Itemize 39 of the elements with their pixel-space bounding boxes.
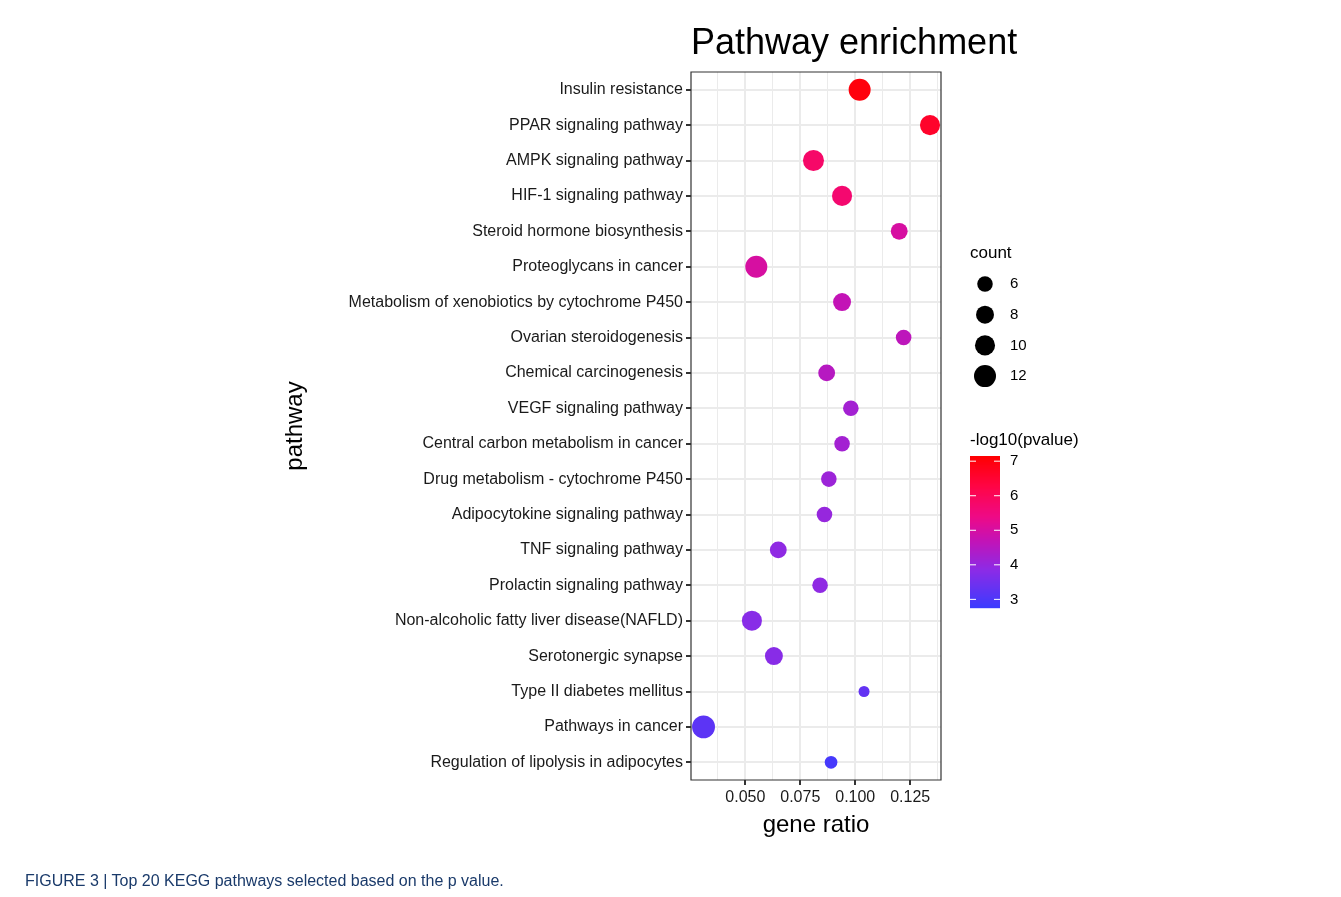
y-tick-label: Prolactin signaling pathway — [489, 575, 683, 593]
y-tick-label: Metabolism of xenobiotics by cytochrome P450 — [348, 292, 684, 310]
legend-label: 8 — [1010, 304, 1019, 322]
color-bar-label: 5 — [1010, 520, 1019, 538]
y-tick-label: Central carbon metabolism in cancer — [422, 434, 684, 452]
y-tick-label: Serotonergic synapse — [528, 646, 684, 664]
x-axis-title: gene ratio — [762, 810, 870, 837]
legend-label: 6 — [1010, 274, 1019, 292]
x-tick-label: 0.100 — [835, 788, 876, 806]
y-tick-label: PPAR signaling pathway — [508, 115, 683, 133]
y-tick-label: Non-alcoholic fatty liver disease(NAFLD) — [394, 611, 683, 629]
y-tick-label: Insulin resistance — [559, 80, 684, 98]
x-tick-label: 0.050 — [725, 788, 766, 806]
color-bar-label: 4 — [1010, 554, 1019, 572]
y-tick-label: Pathways in cancer — [544, 717, 684, 735]
color-bar-label: 6 — [1010, 485, 1019, 503]
y-tick-label: Steroid hormone biosynthesis — [472, 221, 683, 239]
x-tick-label: 0.075 — [780, 788, 821, 806]
y-tick-label: AMPK signaling pathway — [506, 150, 683, 168]
color-bar-label: 7 — [1010, 451, 1019, 469]
y-tick-label: TNF signaling pathway — [520, 540, 683, 558]
y-tick-label: Type II diabetes mellitus — [511, 681, 683, 699]
color-bar-label: 3 — [1010, 589, 1019, 607]
y-tick-label: VEGF signaling pathway — [507, 398, 683, 416]
caption: FIGURE 3 | Top 20 KEGG pathways selected based on the p value. — [25, 872, 504, 890]
legend-title: count — [970, 243, 1012, 262]
y-tick-label: Ovarian steroidogenesis — [510, 327, 683, 345]
y-tick-label: Chemical carcinogenesis — [505, 363, 683, 381]
chart-title: Pathway enrichment — [691, 21, 1018, 62]
legend-label: 10 — [1010, 335, 1027, 353]
legend-label: 12 — [1010, 366, 1027, 384]
y-tick-label: Proteoglycans in cancer — [512, 257, 684, 275]
color-bar-title: -log10(pvalue) — [970, 430, 1079, 449]
y-tick-label: Adipocytokine signaling pathway — [451, 504, 683, 522]
y-tick-label: Drug metabolism - cytochrome P450 — [423, 469, 684, 487]
y-axis-title: pathway — [280, 381, 307, 471]
y-tick-label: Regulation of lipolysis in adipocytes — [430, 752, 683, 770]
x-tick-label: 0.125 — [890, 788, 931, 806]
y-tick-label: HIF-1 signaling pathway — [511, 186, 683, 204]
